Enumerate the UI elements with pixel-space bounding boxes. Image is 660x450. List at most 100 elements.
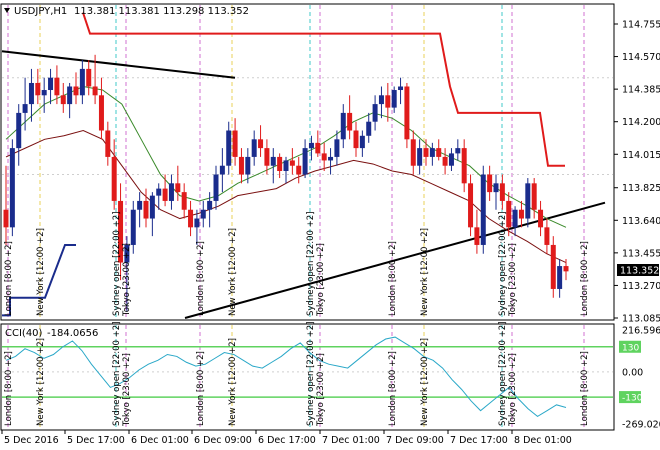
candle-body[interactable]	[378, 95, 384, 105]
candle-body[interactable]	[175, 183, 181, 193]
candle-body[interactable]	[213, 174, 219, 201]
candle-body[interactable]	[22, 104, 28, 113]
session-label-cci: New York [12:00 +2]	[228, 338, 238, 426]
candle-body[interactable]	[188, 209, 194, 228]
collapse-triangle-icon[interactable]	[4, 8, 10, 13]
candle-body[interactable]	[550, 244, 556, 289]
candle-body[interactable]	[359, 135, 365, 149]
stop-line-blue	[2, 243, 76, 317]
candle-body[interactable]	[35, 82, 41, 96]
candle-body[interactable]	[340, 112, 346, 140]
candle-body[interactable]	[442, 156, 448, 166]
candle-body[interactable]	[417, 148, 423, 166]
candle-body[interactable]	[48, 77, 54, 91]
candle-body[interactable]	[168, 183, 174, 201]
candle-body[interactable]	[60, 95, 66, 105]
candle-body[interactable]	[391, 90, 397, 108]
candle-body[interactable]	[429, 148, 435, 157]
candle-body[interactable]	[219, 165, 225, 175]
candle-body[interactable]	[28, 82, 34, 105]
candle-body[interactable]	[200, 209, 206, 219]
candle-body[interactable]	[493, 183, 499, 193]
candle-body[interactable]	[277, 156, 283, 171]
candle-body[interactable]	[283, 160, 289, 171]
candle-body[interactable]	[156, 188, 162, 196]
candle-body[interactable]	[347, 112, 353, 131]
trend-line[interactable]	[184, 201, 606, 319]
candle-body[interactable]	[124, 244, 130, 263]
candle-body[interactable]	[226, 130, 232, 166]
candle-body[interactable]	[506, 200, 512, 228]
candle-body[interactable]	[296, 165, 302, 175]
candle-body[interactable]	[111, 156, 117, 201]
candle-body[interactable]	[499, 183, 505, 201]
candle-body[interactable]	[98, 95, 104, 131]
candle-body[interactable]	[321, 153, 327, 161]
trend-line[interactable]	[1, 50, 236, 79]
candle-body[interactable]	[118, 200, 124, 263]
cci-level-label: -130	[622, 394, 643, 404]
candle-body[interactable]	[149, 195, 155, 219]
price-tick-label: 113.085	[622, 314, 660, 325]
candle-body[interactable]	[398, 86, 404, 91]
candle-body[interactable]	[487, 174, 493, 193]
candle-body[interactable]	[67, 86, 73, 105]
candle-body[interactable]	[232, 130, 238, 157]
candle-body[interactable]	[137, 200, 143, 210]
candle-body[interactable]	[238, 156, 244, 175]
candle-body[interactable]	[461, 148, 467, 184]
candle-body[interactable]	[41, 90, 47, 96]
candle-body[interactable]	[448, 153, 454, 166]
candle-body[interactable]	[130, 209, 136, 245]
candle-body[interactable]	[92, 86, 98, 96]
candle-body[interactable]	[328, 156, 334, 161]
candle-body[interactable]	[308, 142, 314, 149]
candle-body[interactable]	[302, 148, 308, 175]
candle-body[interactable]	[162, 188, 168, 201]
candle-body[interactable]	[315, 142, 321, 154]
candle-body[interactable]	[9, 148, 15, 228]
candle-body[interactable]	[251, 139, 257, 157]
candle-body[interactable]	[372, 104, 378, 122]
candle-body[interactable]	[258, 139, 264, 149]
session-label-cci: Tokyo [23:00 +2]	[122, 353, 132, 427]
candle-body[interactable]	[245, 156, 251, 175]
cci-value: -184.0656	[47, 328, 98, 339]
candle-body[interactable]	[512, 209, 518, 228]
candle-body[interactable]	[353, 130, 359, 149]
candle-body[interactable]	[143, 200, 149, 219]
candle-body[interactable]	[3, 209, 9, 228]
candle-body[interactable]	[194, 218, 200, 228]
candle-body[interactable]	[264, 148, 270, 166]
candle-body[interactable]	[270, 156, 276, 166]
candle-body[interactable]	[474, 227, 480, 245]
candle-body[interactable]	[538, 209, 544, 228]
candle-body[interactable]	[518, 209, 524, 219]
candle-body[interactable]	[181, 192, 187, 210]
candle-body[interactable]	[557, 266, 563, 289]
candle-body[interactable]	[468, 183, 474, 228]
candle-body[interactable]	[86, 68, 92, 87]
candle-body[interactable]	[54, 77, 60, 96]
candle-body[interactable]	[455, 148, 461, 154]
candle-body[interactable]	[73, 86, 79, 96]
candle-body[interactable]	[334, 139, 340, 157]
candle-body[interactable]	[423, 148, 429, 157]
candle-body[interactable]	[289, 160, 295, 166]
candle-body[interactable]	[531, 183, 537, 210]
candle-body[interactable]	[16, 112, 22, 149]
candle-body[interactable]	[105, 130, 111, 157]
candle-body[interactable]	[410, 139, 416, 166]
candle-body[interactable]	[563, 266, 569, 272]
candle-body[interactable]	[404, 86, 410, 140]
candle-body[interactable]	[436, 148, 442, 157]
candle-body[interactable]	[544, 227, 550, 245]
candle-body[interactable]	[480, 174, 486, 245]
candle-body[interactable]	[366, 121, 372, 136]
candle-body[interactable]	[79, 68, 85, 96]
candle-body[interactable]	[525, 183, 531, 219]
candle-body[interactable]	[385, 95, 391, 108]
candle-body[interactable]	[207, 200, 213, 210]
candles-group[interactable]	[3, 54, 569, 312]
